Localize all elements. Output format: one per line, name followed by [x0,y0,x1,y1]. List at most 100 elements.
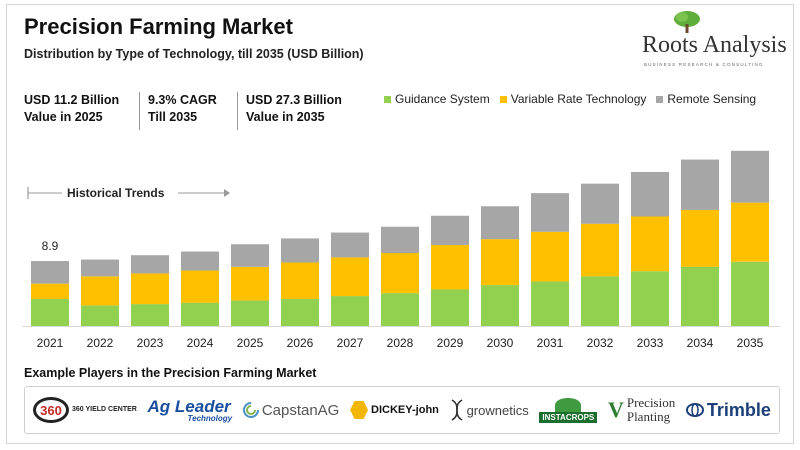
brand-tagline: BUSINESS RESEARCH & CONSULTING [644,62,764,67]
bar-segment-guidance-2033 [631,271,669,326]
bar-segment-remote-2028 [381,226,419,253]
chart-subtitle: Distribution by Type of Technology, till… [24,47,364,61]
bar-segment-remote-2026 [281,238,319,263]
stat-divider [139,92,140,130]
player-name: DICKEY-john [371,404,439,416]
leaf-icon [555,397,582,412]
x-tick-label: 2028 [387,336,414,350]
bar-segment-remote-2022 [81,259,119,277]
stat-value: 9.3% CAGR [148,93,217,107]
trimble-logo: Trimble [685,399,771,421]
legend-label: Variable Rate Technology [510,92,647,106]
legend-swatch [656,95,664,103]
360-badge: 360 [33,397,69,423]
dickey-john-logo: DICKEY-john [350,401,439,419]
stat-label: Value in 2025 [24,110,103,124]
x-tick-label: 2024 [187,336,214,350]
capstanag-logo: CapstanAG [242,402,339,419]
legend-item-remote: Remote Sensing [656,92,756,106]
bar-segment-guidance-2031 [531,281,569,326]
stat-label: Till 2035 [148,110,198,124]
bar-segment-guidance-2026 [281,298,319,326]
bar-segment-guidance-2025 [231,300,269,326]
bar-segment-guidance-2030 [481,285,519,326]
helix-icon [451,399,463,421]
bar-segment-vrt-2032 [581,223,619,277]
x-tick-label: 2023 [137,336,164,350]
bar-total-label: 8.9 [42,239,59,253]
ag-leader-logo: Ag Leader Technology [148,397,233,423]
figure-frame [6,4,794,444]
precision-planting-logo: V Precision Planting [608,396,675,424]
bar-segment-guidance-2027 [331,296,369,326]
historical-arrowhead [224,189,230,197]
bar-segment-remote-2023 [131,255,169,274]
player-name: INSTACROPS [539,411,598,423]
bar-segment-guidance-2029 [431,289,469,326]
stat-2035-value: USD 27.3 Billion Value in 2035 [246,92,342,126]
bar-segment-remote-2035 [731,150,769,203]
legend-label: Remote Sensing [667,92,757,106]
bar-segment-guidance-2034 [681,266,719,326]
bar-segment-guidance-2032 [581,276,619,326]
x-tick-label: 2029 [437,336,464,350]
bar-segment-vrt-2030 [481,239,519,286]
players-title: Example Players in the Precision Farming… [24,366,317,380]
stat-cagr: 9.3% CAGR Till 2035 [148,92,217,126]
legend-item-guidance: Guidance System [384,92,490,106]
x-tick-label: 2022 [87,336,114,350]
players-strip: 360 360 YIELD CENTER Ag Leader Technolog… [24,386,780,434]
bar-segment-guidance-2022 [81,305,119,326]
x-tick-label: 2025 [237,336,264,350]
x-tick-label: 2032 [587,336,614,350]
bar-segment-remote-2029 [431,215,469,245]
bar-segment-vrt-2024 [181,270,219,303]
chart-title: Precision Farming Market [24,14,293,39]
player-name-stack: Precision Planting [627,396,675,424]
instacrops-logo: INSTACROPS [539,397,598,423]
v-leaf-icon: V [607,397,624,422]
bar-segment-vrt-2026 [281,262,319,299]
legend-swatch [384,95,391,103]
historical-trends-label: Historical Trends [67,186,165,200]
bar-segment-remote-2024 [181,251,219,271]
bar-segment-vrt-2034 [681,209,719,267]
player-name: Trimble [706,399,771,420]
bar-segment-vrt-2035 [731,202,769,262]
bar-segment-remote-2027 [331,232,369,258]
bar-segment-vrt-2022 [81,276,119,306]
bar-segment-guidance-2035 [731,261,769,326]
x-tick-label: 2026 [287,336,314,350]
bar-segment-vrt-2028 [381,253,419,294]
player-name: Precision [626,395,676,410]
brand-logo: Roots Analysis BUSINESS RESEARCH & CONSU… [636,10,787,70]
bar-segment-vrt-2027 [331,257,369,297]
player-name: 360 YIELD CENTER [72,406,137,413]
bar-segment-remote-2025 [231,244,269,267]
bar-segment-vrt-2031 [531,231,569,282]
bar-segment-vrt-2023 [131,273,169,305]
bar-segment-guidance-2021 [31,298,69,326]
x-tick-label: 2027 [337,336,364,350]
x-tick-label: 2031 [537,336,564,350]
bar-segment-remote-2031 [531,193,569,232]
bar-segment-guidance-2028 [381,293,419,326]
bar-segment-remote-2033 [631,171,669,217]
x-tick-label: 2034 [687,336,714,350]
trimble-globe-icon [685,403,704,417]
bar-segment-guidance-2023 [131,304,169,326]
360-yield-center-logo: 360 360 YIELD CENTER [33,397,137,423]
stat-2025-value: USD 11.2 Billion Value in 2025 [24,92,119,126]
x-tick-label: 2035 [737,336,764,350]
x-tick-label: 2030 [487,336,514,350]
brand-name: Roots Analysis [642,32,787,58]
chart-legend: Guidance System Variable Rate Technology… [384,92,756,106]
x-tick-label: 2033 [637,336,664,350]
bar-segment-vrt-2025 [231,266,269,301]
legend-swatch [499,95,507,103]
stat-value: USD 27.3 Billion [246,93,342,107]
bar-segment-vrt-2021 [31,283,69,299]
grownetics-logo: grownetics [450,398,529,422]
bar-segment-guidance-2024 [181,302,219,326]
bar-segment-vrt-2029 [431,244,469,290]
